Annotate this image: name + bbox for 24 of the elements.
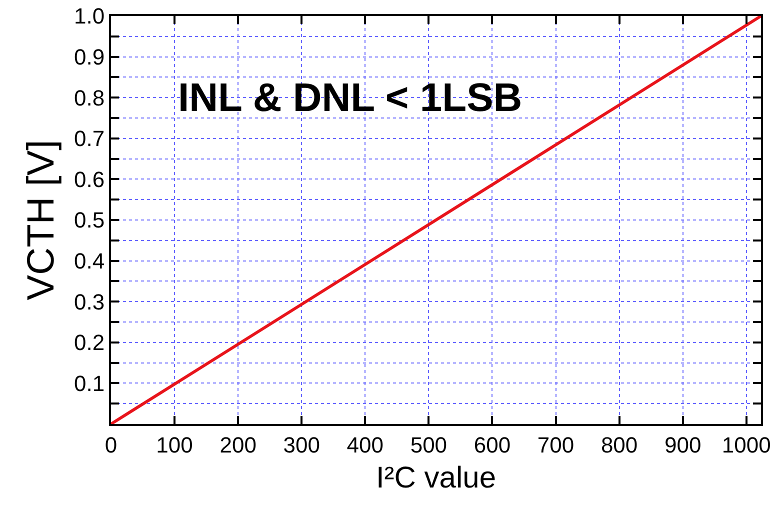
- x-tick-label: 700: [537, 432, 574, 458]
- y-tick-label: 0.6: [74, 166, 105, 192]
- x-tick-label: 1000: [722, 432, 771, 458]
- y-tick-label: 0.9: [74, 44, 105, 70]
- x-tick-label: 900: [664, 432, 702, 458]
- x-tick-label: 0: [104, 432, 118, 458]
- x-tick-label: 200: [220, 432, 256, 458]
- x-tick-label: 400: [346, 432, 384, 458]
- y-tick-label: 0.5: [74, 208, 105, 233]
- x-axis-title: I²C value: [376, 461, 496, 494]
- y-tick-label: 0.2: [74, 330, 105, 356]
- annotation: INL & DNL < 1LSB: [178, 76, 522, 120]
- x-tick-label: 100: [156, 432, 193, 458]
- x-tick-label: 600: [474, 432, 511, 458]
- y-axis-title: VCTH [V]: [20, 140, 63, 300]
- y-tick-label: 0.8: [74, 85, 105, 110]
- y-tick-label: 0.7: [74, 126, 105, 152]
- y-tick-label: 1.0: [74, 4, 105, 29]
- x-tick-label: 500: [410, 432, 448, 458]
- y-tick-label: 0.1: [74, 370, 105, 396]
- x-tick-label: 800: [600, 432, 638, 458]
- y-tick-label: 0.3: [74, 289, 105, 314]
- x-tick-label: 300: [283, 432, 320, 458]
- y-tick-label: 0.4: [74, 248, 105, 274]
